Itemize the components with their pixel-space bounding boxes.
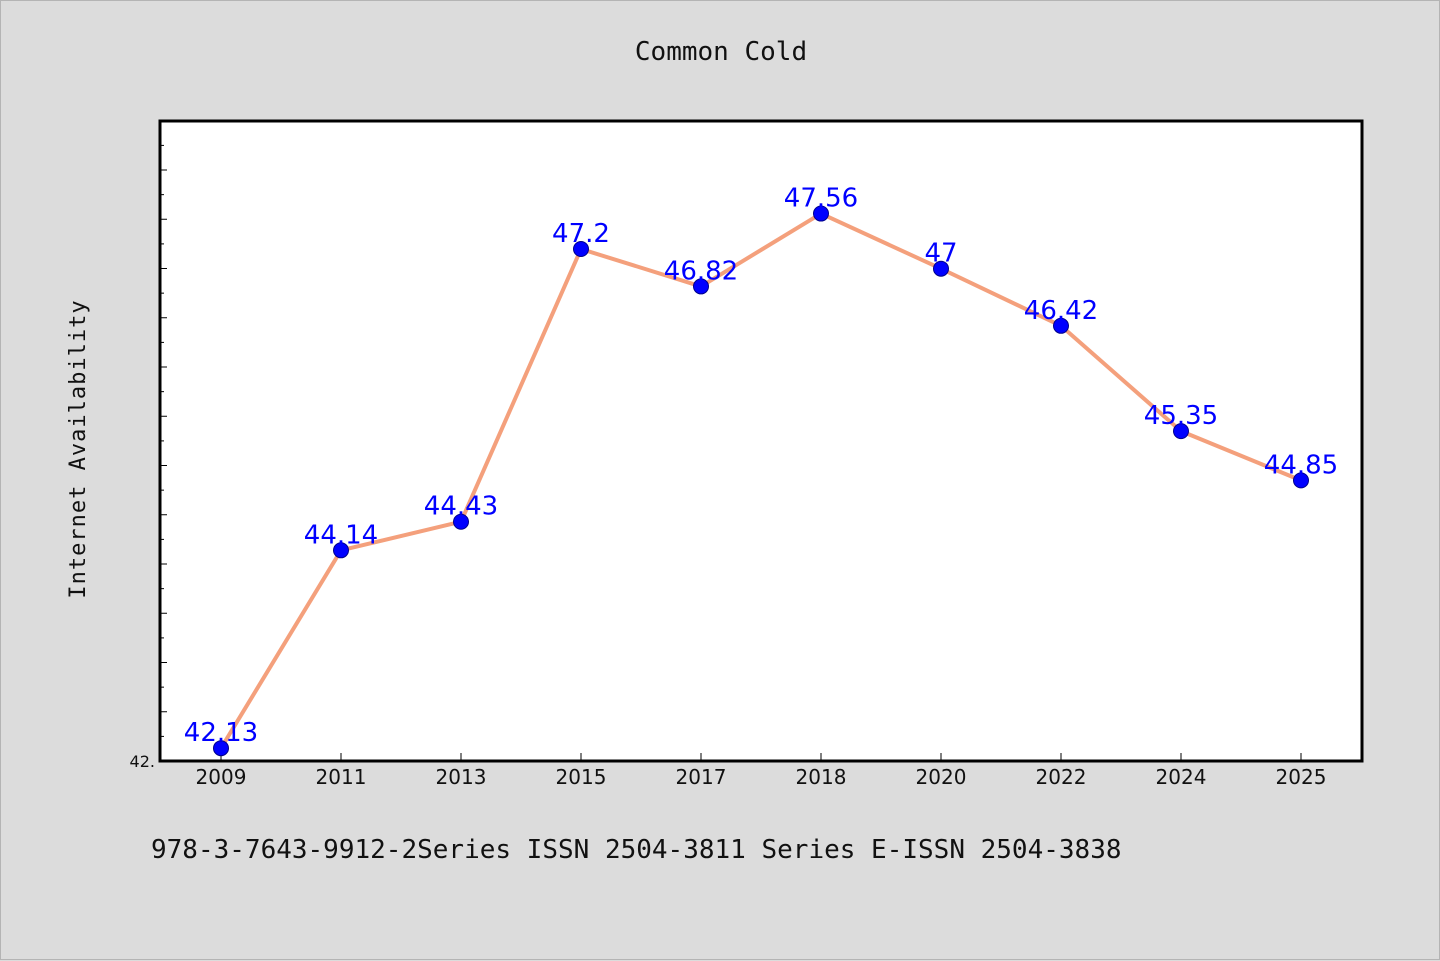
data-label: 46.82 (664, 256, 738, 286)
x-tick-label: 2022 (1036, 765, 1087, 789)
data-label: 47 (924, 239, 957, 269)
x-tick-label: 2009 (196, 765, 247, 789)
data-point (813, 205, 829, 222)
plot-area (158, 119, 1364, 763)
data-point (573, 241, 589, 257)
data-point (1053, 317, 1069, 334)
data-point (333, 542, 349, 559)
data-point (693, 278, 709, 295)
data-label: 46.42 (1024, 296, 1098, 326)
x-tick-label: 2020 (916, 765, 967, 789)
y-tick-label: 42. (130, 752, 155, 771)
data-label: 47.2 (552, 219, 610, 249)
data-point (933, 260, 949, 277)
data-label: 44.43 (424, 492, 498, 522)
x-tick-label: 2011 (316, 765, 367, 789)
data-label: 44.14 (304, 520, 378, 550)
x-tick-label: 2025 (1276, 765, 1327, 789)
marker-group (213, 205, 1309, 757)
y-axis-label: Internet Availability (66, 299, 91, 598)
chart-title: Common Cold (634, 37, 808, 67)
data-label-group: 42.13 44.14 44.43 47.2 46.82 47.56 47 46.42 45.3… (184, 184, 1338, 749)
x-axis-ticks: 2009 2011 2013 2015 2017 2018 2020 2022 2024 2025 (196, 753, 1327, 789)
series-line (219, 211, 1302, 750)
data-point (213, 740, 229, 757)
data-label: 44.85 (1264, 450, 1338, 480)
x-tick-label: 2017 (676, 765, 727, 789)
x-tick-label: 2024 (1156, 765, 1207, 789)
data-label: 42.13 (184, 718, 258, 748)
series-line-group (219, 211, 1302, 750)
data-label: 47.56 (784, 184, 858, 214)
data-point (453, 513, 469, 530)
data-point (1173, 423, 1189, 440)
x-tick-label: 2018 (796, 765, 847, 789)
x-tick-label: 2013 (436, 765, 487, 789)
y-axis-ticks (160, 144, 167, 762)
data-point (1293, 472, 1309, 489)
data-label: 45.35 (1144, 401, 1218, 431)
footer-text: 978-3-7643-9912-2Series ISSN 2504-3811 S… (151, 835, 1122, 865)
x-tick-label: 2015 (556, 765, 607, 789)
